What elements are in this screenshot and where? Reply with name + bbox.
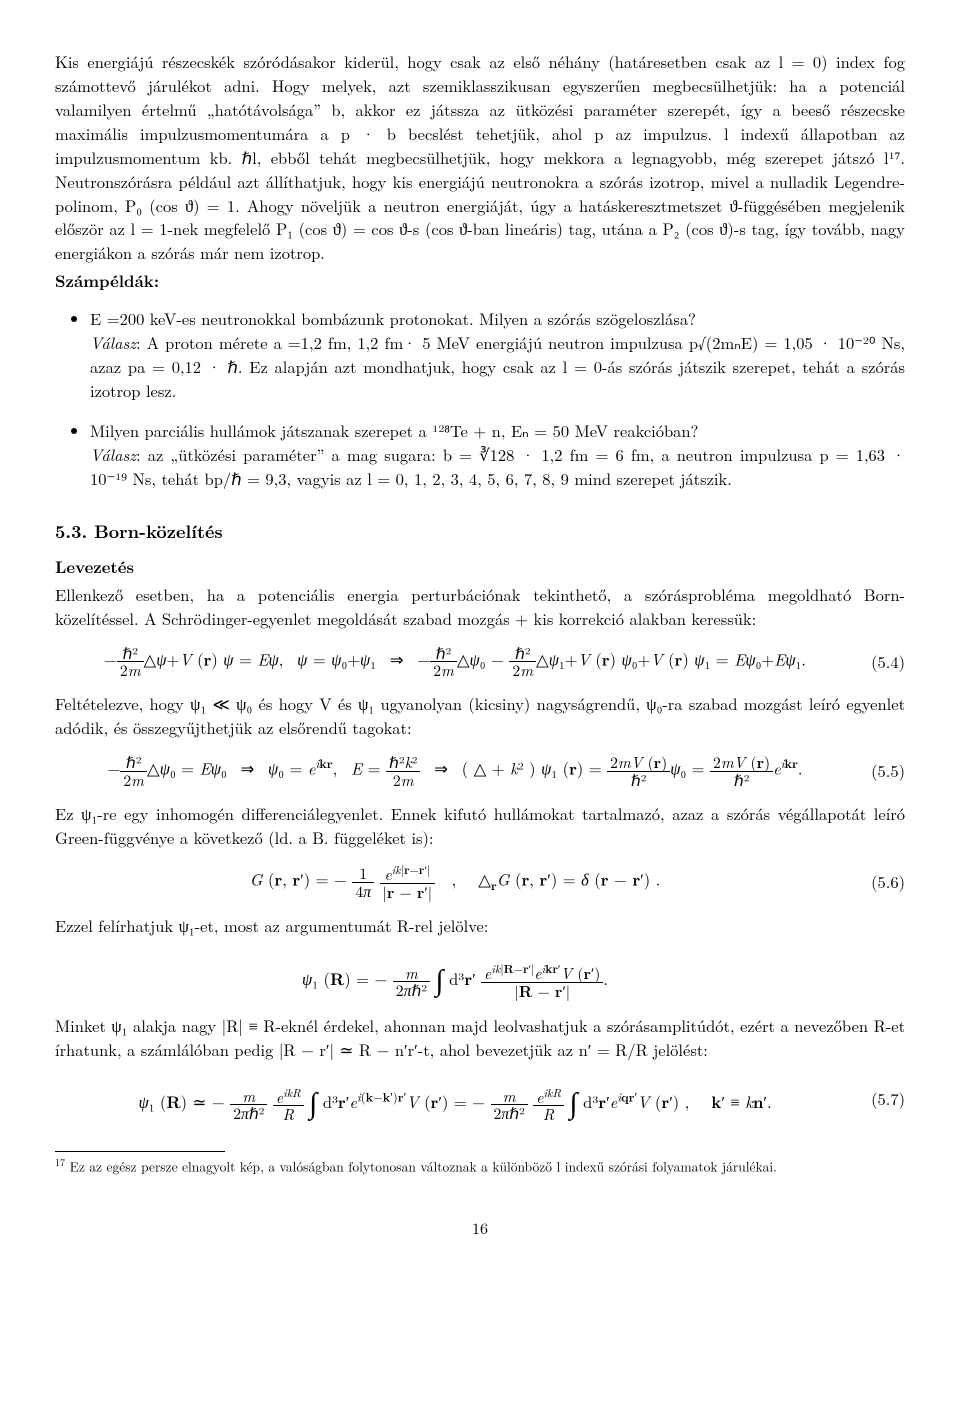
- equation-5-4-number: (5.4): [855, 650, 905, 674]
- szampeldak-heading: Számpéldák:: [55, 269, 905, 293]
- example-2-answer: : az „ütközési paraméter” a mag sugara: …: [90, 442, 905, 490]
- example-2-answer-label: Válasz: [90, 442, 136, 466]
- equation-5-6-content: G (r, r′) = − 14π eik|r−r′||r − r′| , △r…: [55, 864, 855, 900]
- example-1-answer-label: Válasz: [90, 330, 136, 354]
- levezetes-paragraph: Ellenkező esetben, ha a potenciális ener…: [55, 583, 905, 631]
- levezetes-label: Levezetés: [55, 554, 134, 578]
- levezetes-subheading: Levezetés: [55, 555, 905, 579]
- example-1: E =200 keV-es neutronokkal bombázunk pro…: [90, 307, 905, 403]
- footnote-text: Ez az egész persze elnagyolt kép, a való…: [65, 1156, 777, 1175]
- equation-5-7-content: ψ₁ (R) ≃ − m2πℏ² eikRR ∫ d³r′ei(k−k′)r′V…: [55, 1075, 855, 1123]
- equation-5-6: G (r, r′) = − 14π eik|r−r′||r − r′| , △r…: [55, 864, 905, 900]
- equation-5-4: −ℏ²2m△ψ+V (r) ψ = Eψ, ψ = ψ₀+ψ₁ ⇒ −ℏ²2m△…: [55, 645, 905, 679]
- equation-5-7-number: (5.7): [855, 1087, 905, 1111]
- example-1-question: E =200 keV-es neutronokkal bombázunk pro…: [90, 306, 696, 330]
- equation-5-7: ψ₁ (R) ≃ − m2πℏ² eikRR ∫ d³r′ei(k−k′)r′V…: [55, 1075, 905, 1123]
- equation-5-4-content: −ℏ²2m△ψ+V (r) ψ = Eψ, ψ = ψ₀+ψ₁ ⇒ −ℏ²2m△…: [55, 645, 855, 679]
- equation-psi1-integral-content: ψ₁ (R) = − m2πℏ² ∫ d³r′ eik|R−r′|eikr′V …: [55, 952, 855, 1000]
- example-2-question: Milyen parciális hullámok játszanak szer…: [90, 418, 698, 442]
- minket-paragraph: Minket ψ₁ alakja nagy |R| ≡ R-eknél érde…: [55, 1014, 905, 1062]
- ezzel-paragraph: Ezzel felírhatjuk ψ₁-et, most az argumen…: [55, 914, 905, 938]
- feltetelezve-paragraph: Feltételezve, hogy ψ₁ ≪ ψ₀ és hogy V és …: [55, 692, 905, 740]
- footnote-rule: [55, 1151, 225, 1152]
- equation-5-5: −ℏ²2m△ψ₀ = Eψ₀ ⇒ ψ₀ = eikr, E = ℏ²k²2m ⇒…: [55, 754, 905, 788]
- szampeldak-label: Számpéldák:: [55, 268, 159, 292]
- green-paragraph: Ez ψ₁-re egy inhomogén differenciálegyen…: [55, 802, 905, 850]
- section-5-3-heading: 5.3. Born-közelítés: [55, 519, 905, 545]
- page-number: 16: [55, 1216, 905, 1239]
- footnote-marker: 17: [55, 1155, 65, 1169]
- equation-5-6-number: (5.6): [855, 870, 905, 894]
- example-2: Milyen parciális hullámok játszanak szer…: [90, 419, 905, 491]
- equation-psi1-integral: ψ₁ (R) = − m2πℏ² ∫ d³r′ eik|R−r′|eikr′V …: [55, 952, 905, 1000]
- equation-5-5-number: (5.5): [855, 759, 905, 783]
- examples-list: E =200 keV-es neutronokkal bombázunk pro…: [55, 307, 905, 490]
- equation-5-5-content: −ℏ²2m△ψ₀ = Eψ₀ ⇒ ψ₀ = eikr, E = ℏ²k²2m ⇒…: [55, 754, 855, 788]
- example-1-answer: : A proton mérete a =1,2 fm, 1,2 fm· 5 M…: [90, 330, 905, 402]
- footnote-17: 17 Ez az egész persze elnagyolt kép, a v…: [55, 1155, 905, 1176]
- intro-paragraph: Kis energiájú részecskék szóródásakor ki…: [55, 50, 905, 265]
